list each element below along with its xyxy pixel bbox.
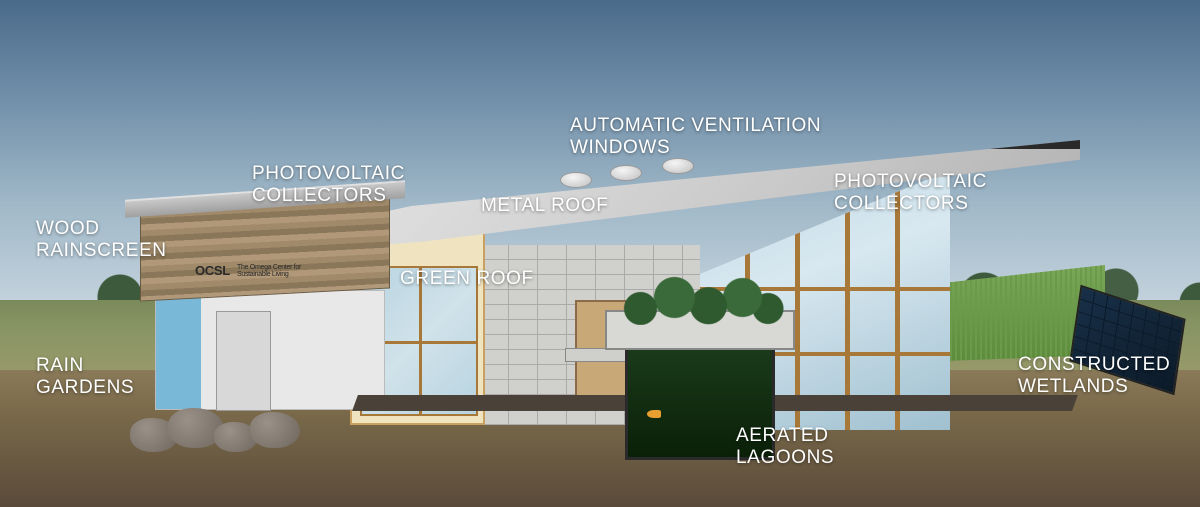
label-photovoltaic-right: PHOTOVOLTAIC COLLECTORS — [834, 171, 987, 215]
label-constructed-wetlands: CONSTRUCTED WETLANDS — [1018, 354, 1170, 398]
label-rain-gardens: RAIN GARDENS — [36, 355, 134, 399]
sign-acronym: OCSL — [195, 263, 230, 278]
label-metal-roof: METAL ROOF — [481, 195, 608, 217]
skylight-2 — [610, 165, 642, 181]
sign-subtitle: The Omega Center for Sustainable Living — [237, 264, 317, 278]
label-wood-rainscreen: WOOD RAINSCREEN — [36, 218, 167, 262]
skylight-3 — [662, 158, 694, 174]
left-door — [216, 311, 271, 411]
left-lower-wall — [155, 290, 385, 410]
label-green-roof: GREEN ROOF — [400, 268, 534, 290]
label-photovoltaic-left: PHOTOVOLTAIC COLLECTORS — [252, 163, 405, 207]
rain-garden-rocks — [130, 400, 310, 455]
skylight-1 — [560, 172, 592, 188]
lagoon-foliage — [615, 270, 785, 325]
left-building — [140, 185, 390, 405]
label-ventilation-windows: AUTOMATIC VENTILATION WINDOWS — [570, 115, 821, 159]
building-sign: OCSL The Omega Center for Sustainable Li… — [195, 263, 317, 278]
fish-icon — [647, 410, 661, 418]
diagram-scene: OCSL The Omega Center for Sustainable Li… — [0, 0, 1200, 507]
label-aerated-lagoons: AERATED LAGOONS — [736, 425, 834, 469]
